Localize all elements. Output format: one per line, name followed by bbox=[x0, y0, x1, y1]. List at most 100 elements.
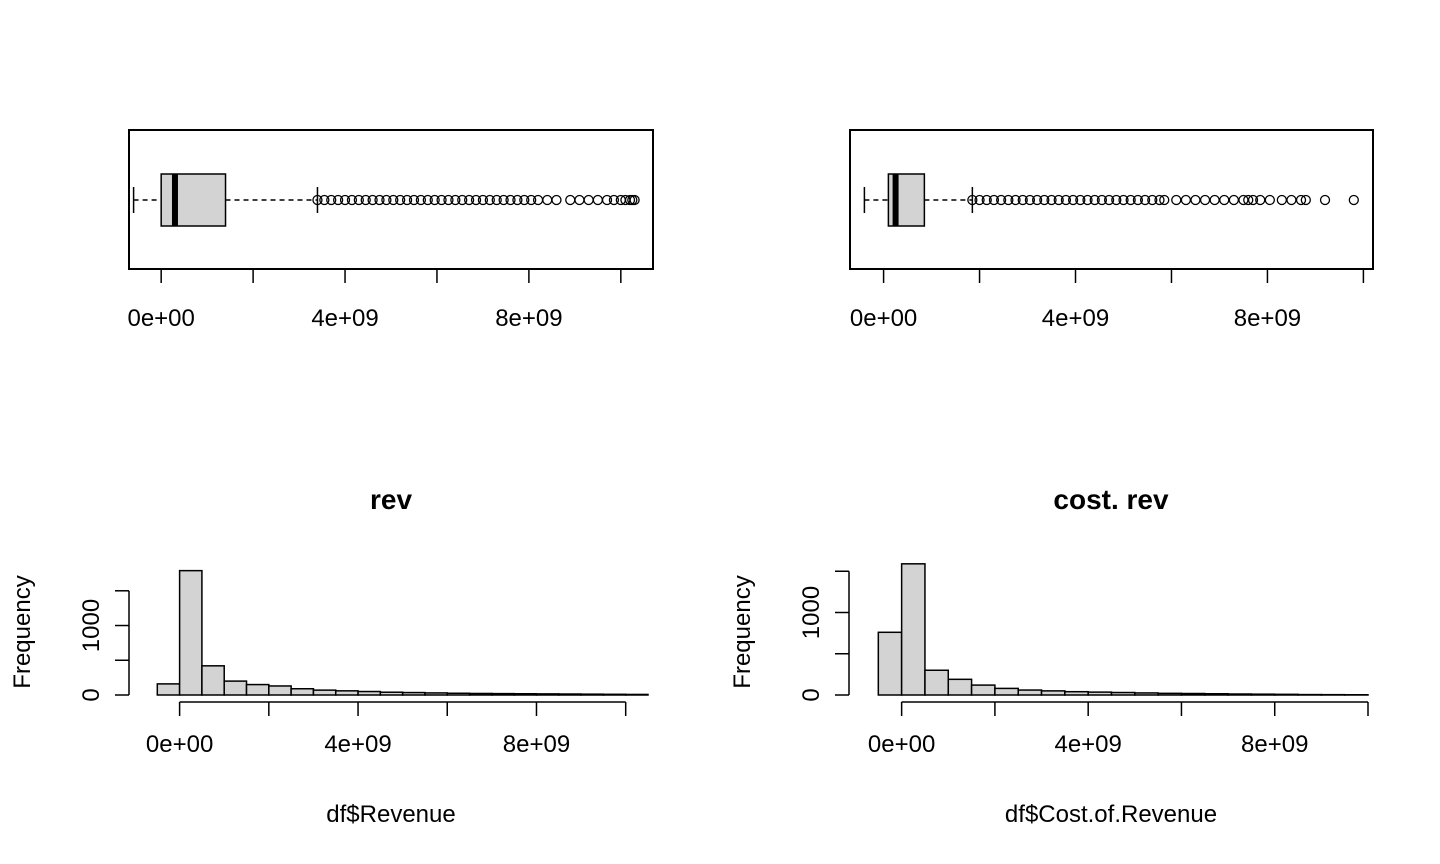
interquartile-box bbox=[160, 173, 227, 227]
outlier-point bbox=[1132, 194, 1144, 206]
outlier-point bbox=[319, 194, 330, 206]
outlier-point bbox=[629, 194, 640, 206]
histogram-bar bbox=[424, 692, 449, 696]
histogram-bar bbox=[535, 693, 560, 696]
outlier-point bbox=[1139, 194, 1151, 206]
outlier-point bbox=[367, 194, 378, 206]
histogram-bar bbox=[558, 693, 582, 696]
axes: 0e+00 4e+09 8e+09 0 1000 bbox=[798, 570, 1369, 758]
x-tick-label: 4e+09 bbox=[1042, 305, 1109, 332]
histogram-bar bbox=[1204, 693, 1229, 696]
outlier-point bbox=[401, 194, 413, 206]
histogram-bar bbox=[1180, 692, 1206, 696]
histogram-bar bbox=[602, 693, 627, 696]
outlier-point bbox=[608, 194, 620, 206]
y-tick-label: 0 bbox=[78, 688, 105, 701]
outlier-point bbox=[1190, 194, 1201, 206]
histogram-bar bbox=[491, 692, 515, 696]
histogram-bar bbox=[624, 693, 649, 696]
histogram-bar bbox=[1087, 691, 1113, 696]
histogram-bar bbox=[580, 693, 605, 696]
histogram-bar bbox=[994, 687, 1019, 696]
x-tick-label: 8e+09 bbox=[1234, 305, 1301, 332]
outlier-point bbox=[374, 194, 385, 206]
outlier-point bbox=[981, 194, 992, 206]
histogram-bar bbox=[1227, 693, 1253, 696]
x-axis: 0e+00 4e+09 8e+09 bbox=[127, 268, 622, 332]
x-tick-label: 4e+09 bbox=[324, 731, 391, 758]
histogram-bar bbox=[156, 683, 181, 696]
histogram-bar bbox=[1157, 692, 1183, 696]
outlier-point bbox=[1180, 194, 1192, 206]
outlier-point bbox=[436, 194, 447, 206]
outlier-point bbox=[1046, 194, 1057, 206]
outlier-point bbox=[457, 194, 468, 206]
outlier-point bbox=[408, 194, 420, 206]
outlier-point bbox=[477, 194, 489, 206]
outlier-point bbox=[1031, 194, 1043, 206]
x-tick-label: 8e+09 bbox=[1241, 731, 1308, 758]
outlier-point bbox=[1319, 194, 1331, 206]
outlier-point bbox=[1024, 194, 1036, 206]
outlier-point bbox=[1300, 194, 1311, 206]
outlier-point bbox=[1276, 194, 1287, 206]
axes: 0e+00 4e+09 8e+09 0 1000 bbox=[78, 590, 627, 758]
histogram-bar bbox=[268, 685, 292, 696]
histogram-bars bbox=[156, 569, 649, 696]
outlier-point bbox=[1171, 194, 1182, 206]
x-tick-label: 4e+09 bbox=[1054, 731, 1121, 758]
outlier-point bbox=[1247, 194, 1259, 206]
outlier-point bbox=[1295, 194, 1307, 206]
outlier-point bbox=[1003, 194, 1014, 206]
histogram-bar bbox=[401, 691, 426, 696]
outlier-point bbox=[1147, 194, 1158, 206]
outlier-point bbox=[1060, 194, 1072, 206]
revenue-boxplot-panel: 0e+00 4e+09 8e+09 bbox=[127, 129, 654, 332]
histogram-bar bbox=[947, 678, 973, 696]
histogram-bar bbox=[924, 669, 950, 696]
histogram-bar bbox=[334, 690, 359, 696]
outlier-point bbox=[1118, 194, 1129, 206]
histogram-bar bbox=[468, 692, 493, 696]
outlier-point bbox=[1228, 194, 1240, 206]
outlier-point bbox=[422, 194, 433, 206]
histogram-bar bbox=[223, 680, 248, 696]
outlier-point bbox=[1096, 194, 1108, 206]
outlier-point bbox=[1039, 194, 1050, 206]
outlier-point bbox=[565, 194, 576, 206]
histogram-bar bbox=[446, 692, 471, 696]
outlier-point bbox=[1125, 194, 1136, 206]
outlier-point bbox=[1067, 194, 1079, 206]
outlier-point bbox=[574, 194, 585, 206]
y-tick-label: 0 bbox=[798, 688, 825, 701]
outlier-point bbox=[988, 194, 1000, 206]
y-axis-title: Frequency bbox=[729, 575, 756, 688]
histogram-bar bbox=[1040, 690, 1066, 696]
outlier-point bbox=[1089, 194, 1100, 206]
x-tick-label: 0e+00 bbox=[850, 305, 917, 332]
x-axis-title: df$Cost.of.Revenue bbox=[1005, 801, 1217, 828]
histogram-bar bbox=[1110, 691, 1136, 696]
outlier-point bbox=[1348, 194, 1359, 206]
outlier-point bbox=[551, 194, 562, 206]
outlier-point bbox=[1286, 194, 1297, 206]
histogram-bar bbox=[201, 665, 225, 696]
histogram-bar bbox=[1134, 692, 1159, 696]
histogram-bar bbox=[1273, 693, 1299, 696]
outlier-point bbox=[532, 194, 544, 206]
histogram-bar bbox=[290, 687, 315, 696]
outlier-point bbox=[1243, 194, 1254, 206]
outlier-point bbox=[974, 194, 985, 206]
histogram-bar bbox=[877, 631, 903, 696]
x-tick-label: 0e+00 bbox=[127, 305, 194, 332]
outlier-point bbox=[484, 194, 495, 206]
outlier-point bbox=[1209, 194, 1220, 206]
boxplot-marks bbox=[132, 173, 640, 227]
y-tick-label: 1000 bbox=[78, 599, 105, 652]
outlier-point bbox=[1010, 194, 1021, 206]
outlier-point bbox=[512, 194, 523, 206]
outlier-point bbox=[1053, 194, 1064, 206]
outlier-point bbox=[1154, 194, 1165, 206]
outlier-point bbox=[505, 194, 516, 206]
outlier-point bbox=[360, 194, 371, 206]
